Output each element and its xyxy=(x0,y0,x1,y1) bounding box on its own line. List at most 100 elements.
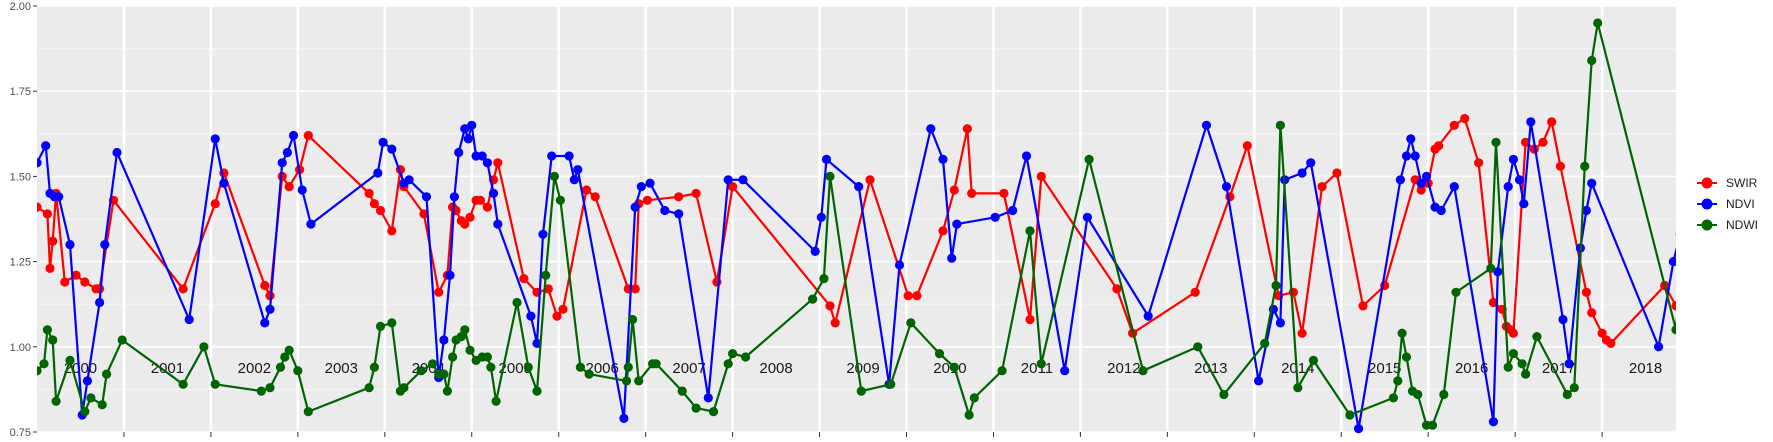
data-point-ndvi xyxy=(952,219,962,229)
data-point-ndvi xyxy=(1143,311,1153,321)
data-point-swir xyxy=(475,195,485,205)
data-point-ndvi xyxy=(532,338,542,348)
data-point-ndwi xyxy=(416,366,426,376)
data-point-swir xyxy=(728,182,738,192)
data-point-ndvi xyxy=(569,175,579,185)
data-point-ndvi xyxy=(1654,342,1664,352)
data-point-ndvi xyxy=(488,188,499,198)
year-label: 2001 xyxy=(151,360,184,377)
data-point-ndwi xyxy=(1521,369,1531,379)
data-point-ndvi xyxy=(630,202,640,212)
data-point-ndvi xyxy=(1410,151,1420,161)
data-point-ndwi xyxy=(117,335,127,345)
data-point-ndwi xyxy=(42,325,53,335)
data-point-swir xyxy=(48,236,58,246)
data-point-swir xyxy=(80,277,90,287)
year-label: 2018 xyxy=(1629,360,1662,377)
data-point-swir xyxy=(1747,315,1756,324)
data-point-ndwi xyxy=(1491,137,1501,147)
data-point-ndwi xyxy=(906,318,916,328)
data-point-ndwi xyxy=(65,355,75,365)
data-point-swir xyxy=(1416,185,1426,195)
data-point-swir xyxy=(260,280,270,291)
data-point-ndwi xyxy=(364,383,374,393)
data-point-ndwi xyxy=(886,379,896,389)
series-line-swir xyxy=(37,117,1676,345)
y-tick-label: 1.00 xyxy=(10,342,31,354)
data-point-swir xyxy=(552,311,562,321)
year-label: 2002 xyxy=(238,360,271,377)
data-point-ndwi xyxy=(256,386,266,396)
data-point-ndwi xyxy=(541,270,551,280)
year-label: 2006 xyxy=(585,360,618,377)
data-point-ndvi xyxy=(1587,178,1597,188)
data-point-ndwi xyxy=(456,332,466,342)
data-point-ndvi xyxy=(1449,182,1459,192)
data-point-swir xyxy=(967,188,977,198)
data-point-ndwi xyxy=(1401,352,1412,362)
data-point-ndvi xyxy=(37,158,42,168)
data-point-swir xyxy=(178,284,188,294)
data-point-ndwi xyxy=(1508,349,1518,359)
data-point-ndvi xyxy=(723,175,733,185)
data-point-swir xyxy=(642,195,653,205)
legend-item-ndvi: NDVI xyxy=(1697,197,1755,211)
data-point-ndvi xyxy=(1297,168,1307,178)
legend-key-point xyxy=(1701,219,1713,231)
data-point-ndvi xyxy=(378,137,388,147)
data-point-ndvi xyxy=(41,141,51,151)
data-point-swir xyxy=(1763,301,1772,310)
data-point-ndvi xyxy=(463,134,473,144)
data-point-ndvi xyxy=(645,178,655,188)
data-point-ndwi xyxy=(1308,355,1318,365)
data-point-ndwi xyxy=(284,345,294,355)
data-point-swir xyxy=(482,202,492,212)
data-point-swir xyxy=(825,301,835,311)
data-point-swir xyxy=(1587,308,1597,318)
data-point-ndwi xyxy=(532,386,542,396)
data-point-swir xyxy=(1449,120,1459,130)
data-point-swir xyxy=(45,263,55,273)
data-point-ndvi xyxy=(1683,168,1692,177)
data-point-ndwi xyxy=(819,274,829,284)
data-point-ndwi xyxy=(1580,161,1590,171)
data-point-ndvi xyxy=(636,182,646,192)
data-point-ndwi xyxy=(1767,390,1773,399)
data-point-swir xyxy=(674,192,684,202)
data-point-ndwi xyxy=(439,369,449,379)
data-point-ndwi xyxy=(460,325,470,335)
data-point-ndwi xyxy=(275,362,286,372)
data-point-ndwi xyxy=(1486,263,1496,273)
data-point-ndwi xyxy=(1293,383,1303,393)
data-point-swir xyxy=(419,209,429,219)
data-point-ndvi xyxy=(564,151,574,161)
data-point-ndwi xyxy=(723,359,733,369)
data-point-swir xyxy=(903,291,913,301)
data-point-ndwi xyxy=(575,362,586,372)
data-point-ndvi xyxy=(306,219,316,229)
year-label: 2015 xyxy=(1368,360,1401,377)
data-point-ndwi xyxy=(708,407,719,417)
data-point-ndvi xyxy=(674,209,684,219)
series-ndwi xyxy=(37,18,1773,430)
data-point-ndwi xyxy=(37,366,42,376)
data-point-ndwi xyxy=(387,318,397,328)
data-point-ndvi xyxy=(100,240,110,250)
y-tick-label: 1.25 xyxy=(10,257,31,269)
data-point-ndvi xyxy=(1715,162,1724,171)
data-point-ndvi xyxy=(938,154,948,164)
data-point-swir xyxy=(830,318,840,328)
data-point-ndwi xyxy=(448,352,458,362)
data-point-ndvi xyxy=(1503,182,1513,192)
data-point-ndvi xyxy=(538,229,548,239)
data-point-ndwi xyxy=(555,195,566,205)
data-point-ndvi xyxy=(660,205,670,216)
data-point-ndwi xyxy=(934,349,945,359)
data-point-ndvi xyxy=(947,253,957,263)
legend-label: NDVI xyxy=(1726,197,1755,211)
data-point-swir xyxy=(465,212,475,222)
legend-key-point xyxy=(1701,198,1713,210)
data-point-ndwi xyxy=(280,352,290,362)
data-point-swir xyxy=(460,219,470,229)
data-point-ndwi xyxy=(628,314,638,325)
